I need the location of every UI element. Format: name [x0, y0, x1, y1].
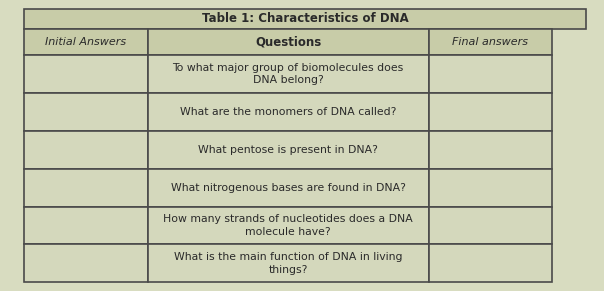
Text: Initial Answers: Initial Answers	[45, 37, 126, 47]
Text: Table 1: Characteristics of DNA: Table 1: Characteristics of DNA	[202, 13, 408, 25]
FancyBboxPatch shape	[429, 29, 552, 55]
FancyBboxPatch shape	[24, 29, 148, 55]
FancyBboxPatch shape	[148, 29, 429, 55]
Text: Questions: Questions	[255, 36, 321, 49]
FancyBboxPatch shape	[148, 93, 429, 131]
Text: To what major group of biomolecules does
DNA belong?: To what major group of biomolecules does…	[173, 63, 404, 85]
FancyBboxPatch shape	[429, 207, 552, 244]
Text: What nitrogenous bases are found in DNA?: What nitrogenous bases are found in DNA?	[171, 183, 406, 193]
Text: What pentose is present in DNA?: What pentose is present in DNA?	[198, 145, 378, 155]
FancyBboxPatch shape	[429, 93, 552, 131]
FancyBboxPatch shape	[148, 244, 429, 282]
FancyBboxPatch shape	[148, 55, 429, 93]
Text: How many strands of nucleotides does a DNA
molecule have?: How many strands of nucleotides does a D…	[163, 214, 413, 237]
Text: Final answers: Final answers	[452, 37, 528, 47]
Text: What are the monomers of DNA called?: What are the monomers of DNA called?	[180, 107, 396, 117]
FancyBboxPatch shape	[148, 169, 429, 207]
FancyBboxPatch shape	[24, 9, 586, 29]
FancyBboxPatch shape	[148, 131, 429, 169]
FancyBboxPatch shape	[429, 169, 552, 207]
FancyBboxPatch shape	[24, 207, 148, 244]
FancyBboxPatch shape	[24, 131, 148, 169]
FancyBboxPatch shape	[24, 244, 148, 282]
FancyBboxPatch shape	[24, 169, 148, 207]
FancyBboxPatch shape	[148, 207, 429, 244]
FancyBboxPatch shape	[429, 244, 552, 282]
FancyBboxPatch shape	[24, 93, 148, 131]
FancyBboxPatch shape	[429, 55, 552, 93]
FancyBboxPatch shape	[24, 55, 148, 93]
FancyBboxPatch shape	[429, 131, 552, 169]
Text: What is the main function of DNA in living
things?: What is the main function of DNA in livi…	[174, 252, 402, 274]
